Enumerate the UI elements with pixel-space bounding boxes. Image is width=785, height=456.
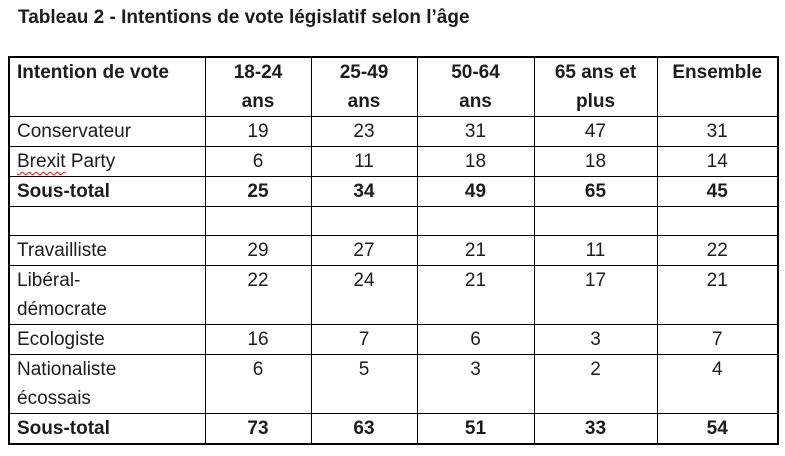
table-cell: 31: [656, 116, 779, 147]
table-cell: 18: [533, 146, 658, 177]
row-label: Brexit Party: [8, 146, 206, 177]
table-row-nationaliste-ecossais: Nationaliste écossais 6 5 3 2 4: [8, 354, 779, 414]
table-cell: 17: [533, 265, 658, 325]
table-row-ecologiste: Ecologiste 16 7 6 3 7: [8, 324, 779, 355]
table-cell: 7: [310, 324, 418, 355]
column-header-65-plus: 65 ans et plus: [533, 56, 658, 117]
table-cell: 21: [416, 265, 535, 325]
table-cell: 16: [204, 324, 312, 355]
table-cell: 31: [416, 116, 535, 147]
row-label: Conservateur: [8, 116, 206, 147]
row-label: Sous-total: [8, 176, 206, 207]
table-row-liberal-democrate: Libéral- démocrate 22 24 21 17 21: [8, 265, 779, 325]
table-row-sous-total-gauche: Sous-total 73 63 51 33 54: [8, 413, 779, 445]
table-cell: 47: [533, 116, 658, 147]
table-cell: 4: [656, 354, 779, 414]
table-cell: 11: [533, 235, 658, 266]
column-header-18-24: 18-24 ans: [204, 56, 312, 117]
table-cell: 25: [204, 176, 312, 207]
table-cell: 65: [533, 176, 658, 207]
table-cell: 24: [310, 265, 418, 325]
table-cell: 22: [656, 235, 779, 266]
table-cell: 54: [656, 413, 779, 445]
row-label: Libéral- démocrate: [8, 265, 206, 325]
table-cell: 23: [310, 116, 418, 147]
row-label: Ecologiste: [8, 324, 206, 355]
table-cell: 2: [533, 354, 658, 414]
table-cell: 21: [656, 265, 779, 325]
table-cell: 11: [310, 146, 418, 177]
row-label-rest: Party: [65, 151, 116, 172]
column-header-25-49: 25-49 ans: [310, 56, 418, 117]
table-cell: 27: [310, 235, 418, 266]
column-header-ensemble: Ensemble: [656, 56, 779, 117]
misspelled-word: Brexit: [17, 151, 66, 172]
table-cell: 45: [656, 176, 779, 207]
table-row-empty: [8, 206, 779, 236]
table-cell: 49: [416, 176, 535, 207]
table-cell: 63: [310, 413, 418, 445]
column-header-intention: Intention de vote: [8, 56, 206, 117]
table-cell: 6: [416, 324, 535, 355]
table-cell: [656, 206, 779, 236]
table-cell: 5: [310, 354, 418, 414]
table-cell: 34: [310, 176, 418, 207]
table-row-brexit-party: Brexit Party 6 11 18 18 14: [8, 146, 779, 177]
row-label: Nationaliste écossais: [8, 354, 206, 414]
row-label: Travailliste: [8, 235, 206, 266]
table-cell: 7: [656, 324, 779, 355]
table-row-travailliste: Travailliste 29 27 21 11 22: [8, 235, 779, 266]
column-header-50-64: 50-64 ans: [416, 56, 535, 117]
table-cell: 14: [656, 146, 779, 177]
row-label: [8, 206, 206, 236]
table-cell: 73: [204, 413, 312, 445]
table-cell: 33: [533, 413, 658, 445]
table-cell: 3: [533, 324, 658, 355]
table-cell: [310, 206, 418, 236]
table-cell: 51: [416, 413, 535, 445]
table-cell: [416, 206, 535, 236]
table-cell: 18: [416, 146, 535, 177]
table-cell: 22: [204, 265, 312, 325]
table-cell: 3: [416, 354, 535, 414]
table-title: Tableau 2 - Intentions de vote législati…: [18, 7, 470, 28]
table-row-conservateur: Conservateur 19 23 31 47 31: [8, 116, 779, 147]
table-row-sous-total-droite: Sous-total 25 34 49 65 45: [8, 176, 779, 207]
vote-intentions-table: Intention de vote 18-24 ans 25-49 ans 50…: [8, 56, 779, 445]
table-cell: 21: [416, 235, 535, 266]
table-cell: 29: [204, 235, 312, 266]
row-label: Sous-total: [8, 413, 206, 445]
table-cell: [204, 206, 312, 236]
header-row: Intention de vote 18-24 ans 25-49 ans 50…: [8, 56, 779, 117]
table-cell: [533, 206, 658, 236]
table-cell: 6: [204, 354, 312, 414]
table-cell: 6: [204, 146, 312, 177]
table-cell: 19: [204, 116, 312, 147]
